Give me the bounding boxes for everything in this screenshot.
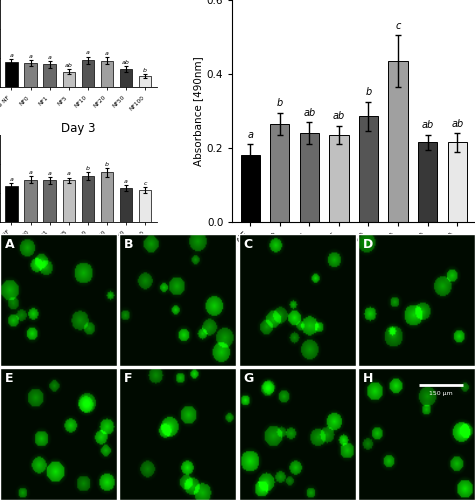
Bar	[270, 124, 289, 222]
Text: ab: ab	[333, 111, 345, 121]
Text: B: B	[124, 238, 133, 251]
Text: ab: ab	[65, 63, 73, 68]
Bar	[101, 172, 113, 222]
Bar	[240, 155, 260, 222]
Text: c: c	[395, 20, 401, 30]
Bar	[447, 142, 467, 222]
Bar	[24, 63, 37, 87]
Bar	[63, 180, 75, 222]
Text: a: a	[48, 55, 52, 60]
Text: a: a	[86, 50, 90, 56]
Text: a: a	[48, 170, 52, 175]
Text: a: a	[10, 177, 13, 182]
Text: A: A	[5, 238, 14, 251]
Text: b: b	[365, 87, 371, 97]
Y-axis label: Absorbance [490nm]: Absorbance [490nm]	[193, 56, 203, 166]
Text: a: a	[28, 170, 32, 175]
Text: H: H	[363, 372, 373, 385]
Bar	[300, 133, 319, 222]
Text: a: a	[67, 172, 71, 176]
Text: b: b	[276, 98, 283, 108]
Text: ab: ab	[122, 60, 130, 65]
Text: F: F	[124, 372, 133, 385]
Text: 150 μm: 150 μm	[429, 390, 453, 396]
Text: a: a	[105, 51, 109, 56]
Bar	[418, 142, 437, 222]
Title: Day 3: Day 3	[61, 122, 95, 135]
Text: a: a	[247, 130, 253, 140]
Bar	[43, 64, 56, 87]
Text: G: G	[243, 372, 254, 385]
Bar	[5, 62, 18, 87]
Bar	[82, 60, 94, 87]
Text: c: c	[143, 181, 147, 186]
Text: a: a	[124, 178, 128, 184]
Bar	[5, 186, 18, 222]
Text: b: b	[143, 68, 147, 73]
Text: ab: ab	[303, 108, 315, 118]
Text: b: b	[105, 162, 109, 167]
Bar	[43, 180, 56, 222]
Text: D: D	[363, 238, 373, 251]
Bar	[329, 135, 349, 222]
Bar	[63, 72, 75, 87]
Bar	[359, 116, 378, 222]
Bar	[389, 61, 408, 222]
Text: C: C	[243, 238, 253, 251]
Bar	[139, 76, 151, 87]
Bar	[139, 190, 151, 222]
Bar	[101, 61, 113, 87]
Text: b: b	[86, 166, 90, 170]
Text: ab: ab	[421, 120, 434, 130]
Text: a: a	[28, 54, 32, 60]
Text: E: E	[5, 372, 13, 385]
Text: ab: ab	[451, 118, 464, 128]
Text: a: a	[10, 54, 13, 59]
Bar	[120, 188, 132, 222]
Bar	[120, 69, 132, 87]
Bar	[82, 176, 94, 222]
Bar	[24, 180, 37, 222]
